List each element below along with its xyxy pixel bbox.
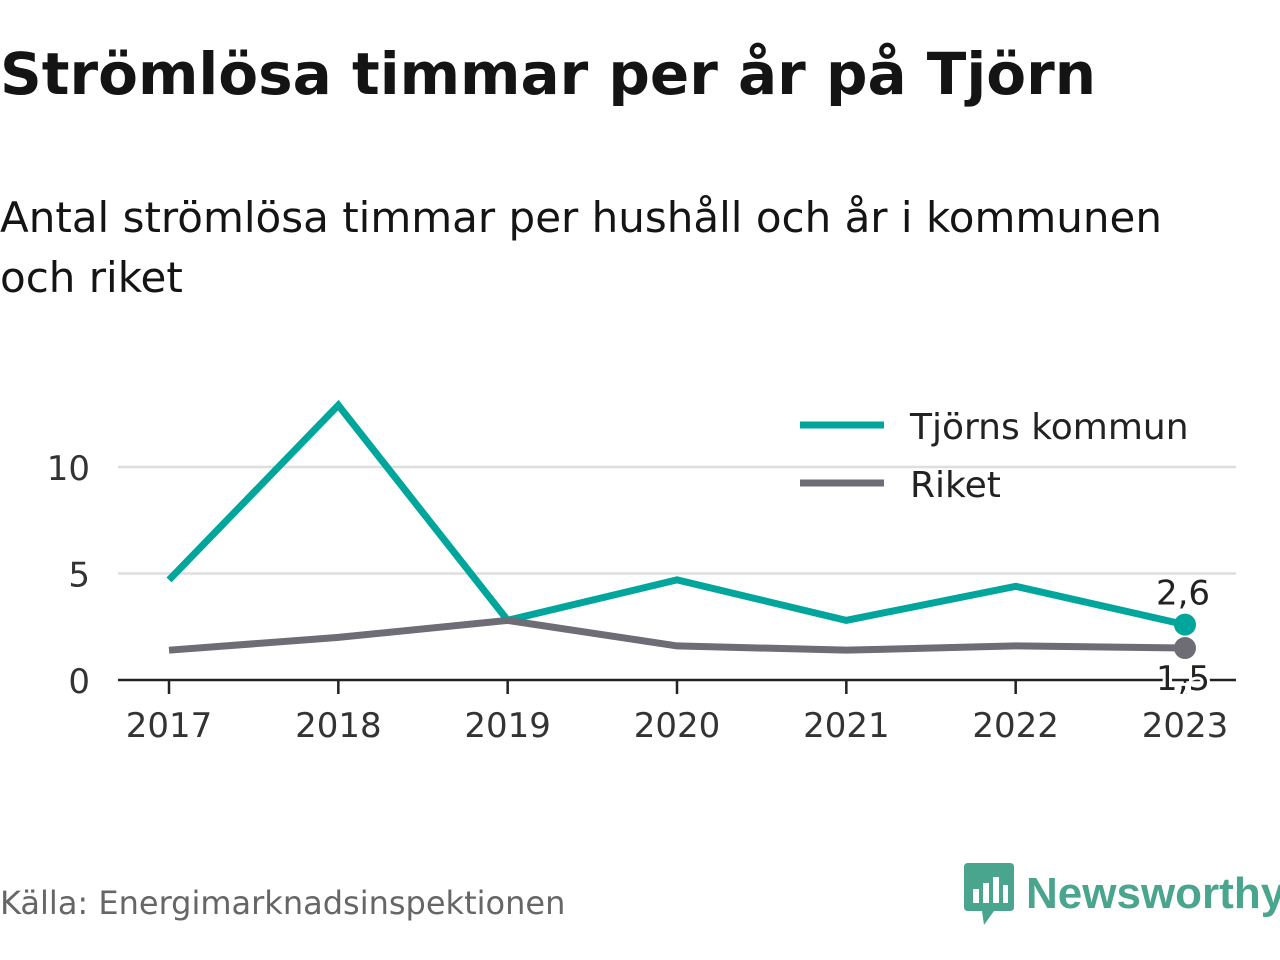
- data-point-0-2023: [1174, 613, 1196, 636]
- newsworthy-logo: Newsworthy: [964, 862, 1280, 926]
- y-tick-label-10: 10: [47, 449, 90, 489]
- legend-label-tjorn: Tjörns kommun: [909, 407, 1189, 448]
- newsworthy-logo-text: Newsworthy: [1026, 869, 1280, 918]
- x-tick-label-2020: 2020: [634, 706, 721, 746]
- newsworthy-logo-icon: [964, 863, 1014, 925]
- y-axis-tick-labels: 0 5 10: [47, 449, 90, 702]
- x-tick-label-2019: 2019: [464, 706, 551, 746]
- series-line-1: [168, 616, 1186, 654]
- x-axis-ticks: 2017 2018 2019 2020 2021 2022 2023: [126, 680, 1229, 746]
- y-tick-label-5: 5: [68, 556, 90, 596]
- end-label-0: 2,6: [1156, 574, 1210, 614]
- legend: Tjörns kommun Riket: [800, 407, 1189, 506]
- series-lines: 2,6 1,5: [166, 399, 1213, 702]
- x-tick-label-2018: 2018: [295, 706, 382, 746]
- x-tick-label-2023: 2023: [1142, 706, 1229, 746]
- gridlines: [118, 465, 1236, 575]
- source-note: Källa: Energimarknadsinspektionen: [0, 884, 566, 922]
- x-tick-label-2021: 2021: [803, 706, 890, 746]
- legend-label-riket: Riket: [910, 465, 1001, 506]
- x-tick-label-2022: 2022: [972, 706, 1059, 746]
- chart-subtitle: Antal strömlösa timmar per hushåll och å…: [0, 193, 1162, 302]
- end-label-1: 1,5: [1156, 659, 1210, 699]
- y-tick-label-0: 0: [68, 662, 90, 702]
- data-point-1-2023: [1174, 637, 1196, 660]
- chart-title: Strömlösa timmar per år på Tjörn: [0, 40, 1096, 108]
- x-tick-label-2017: 2017: [126, 706, 213, 746]
